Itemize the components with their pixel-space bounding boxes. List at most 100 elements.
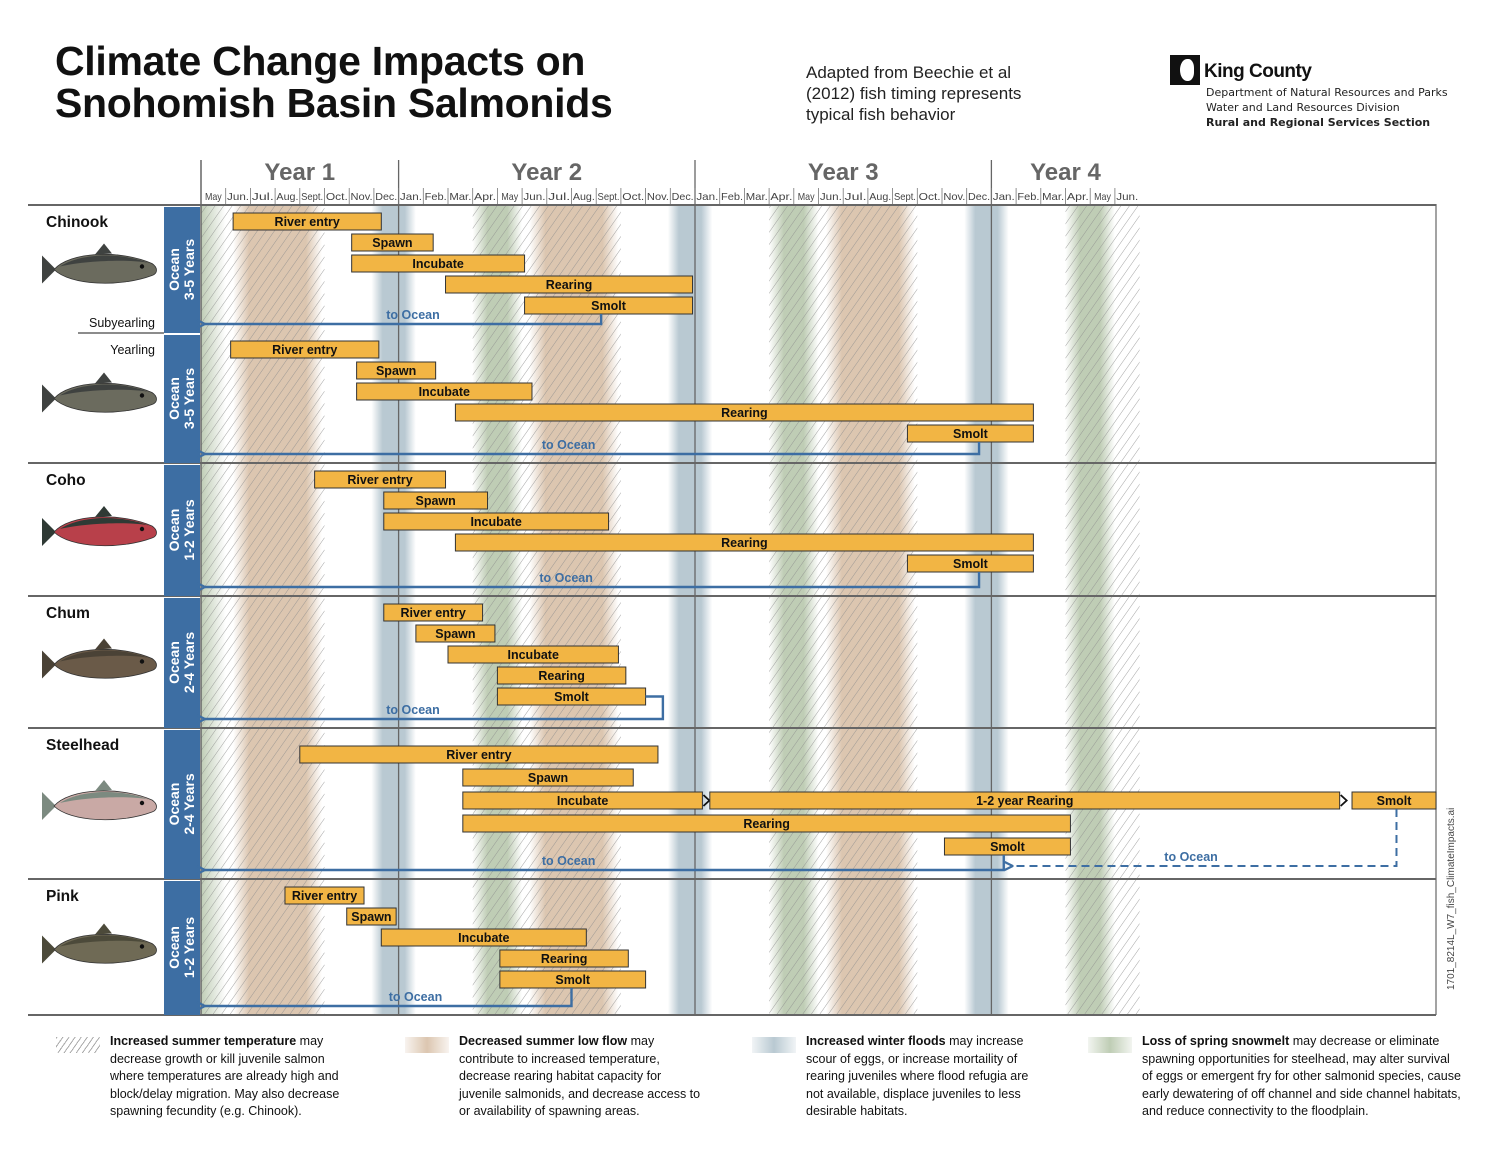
legend-description: may decrease or eliminate spawning oppor… bbox=[1142, 1034, 1461, 1118]
legend-description: may decrease growth or kill juvenile sal… bbox=[110, 1034, 340, 1118]
fish-tail bbox=[42, 792, 56, 820]
lifestage-label: Rearing bbox=[546, 278, 593, 292]
lifestage-bar bbox=[447, 645, 619, 664]
month-label: Jul. bbox=[845, 191, 867, 203]
life-history-label: Yearling bbox=[110, 343, 155, 357]
fish-tail bbox=[42, 935, 56, 964]
fish-tail bbox=[42, 650, 56, 679]
lifestage-bar bbox=[499, 970, 647, 989]
lifestage-bar bbox=[232, 212, 382, 231]
org-department: Department of Natural Resources and Park… bbox=[1206, 86, 1448, 99]
month-label: Nov. bbox=[943, 191, 965, 203]
month-label: Sept. bbox=[598, 191, 620, 203]
lifestage-label: Incubate bbox=[419, 385, 470, 399]
winter-flood-band bbox=[667, 206, 713, 1015]
lifestage-label: Smolt bbox=[990, 840, 1026, 854]
org-name: King County bbox=[1204, 61, 1312, 82]
fish-back bbox=[60, 935, 150, 947]
month-label: May bbox=[798, 191, 815, 203]
chinook-fish-icon bbox=[42, 243, 157, 284]
ocean-duration-label: Ocean2-4 Years bbox=[166, 773, 197, 834]
ocean-duration-band bbox=[164, 207, 200, 333]
lifestage-bar bbox=[462, 768, 634, 787]
source-note-line: Adapted from Beechie et al bbox=[806, 63, 1012, 82]
lifestage-label: Rearing bbox=[743, 817, 790, 831]
file-id: 1701_8214L_W7_fish_ClimateImpacts.ai bbox=[1446, 807, 1457, 990]
month-label: Oct. bbox=[326, 191, 348, 203]
month-label: Sept. bbox=[301, 191, 323, 203]
lifestage-label: Spawn bbox=[416, 494, 456, 508]
ocean-duration-band bbox=[164, 598, 200, 728]
month-label: Apr. bbox=[474, 191, 496, 203]
lifestage-label: Smolt bbox=[591, 299, 627, 313]
year-label: Year 3 bbox=[808, 159, 879, 186]
lifestage-label: Incubate bbox=[470, 515, 521, 529]
lifestage-label: Incubate bbox=[458, 931, 509, 945]
ocean-duration-label: Ocean3-5 Years bbox=[166, 239, 197, 300]
to-ocean-arrow bbox=[205, 442, 981, 454]
to-ocean-label: to Ocean bbox=[386, 703, 440, 717]
lifestage-label: Spawn bbox=[528, 771, 568, 785]
month-label: Dec. bbox=[968, 191, 990, 203]
lifestage-bar bbox=[351, 254, 526, 273]
species-rows: Chinook Ocean3-5 Years Subyearling River en… bbox=[28, 207, 1437, 1016]
ocean-duration-label: Ocean1-2 Years bbox=[166, 499, 197, 560]
lifestage-label: Rearing bbox=[721, 406, 768, 420]
life-history-label: Subyearling bbox=[89, 316, 155, 330]
month-label: Jun. bbox=[1116, 191, 1138, 203]
lifestage-label: Incubate bbox=[412, 257, 463, 271]
legend-text: Increased summer temperature may decreas… bbox=[110, 1033, 355, 1121]
legend-text: Loss of spring snowmelt may decrease or … bbox=[1142, 1033, 1462, 1121]
month-label: Apr. bbox=[770, 191, 792, 203]
lifestage-bar bbox=[380, 928, 587, 947]
month-label: Feb. bbox=[425, 191, 447, 203]
to-ocean-label: to Ocean bbox=[542, 438, 596, 452]
ocean-duration-band bbox=[164, 465, 200, 596]
month-label: Nov. bbox=[647, 191, 669, 203]
lifestage-bar bbox=[299, 745, 659, 764]
lifestage-label: Incubate bbox=[557, 794, 608, 808]
source-note-line: typical fish behavior bbox=[806, 105, 956, 124]
fish-tail bbox=[42, 384, 56, 413]
to-ocean-label: to Ocean bbox=[389, 990, 443, 1004]
lifestage-bar bbox=[445, 275, 694, 294]
ocean-duration-label: Ocean3-5 Years bbox=[166, 368, 197, 429]
to-ocean-arrow bbox=[205, 988, 573, 1006]
chum-fish-icon bbox=[42, 638, 157, 679]
lifestage-bar bbox=[383, 603, 484, 622]
lifestage-bar bbox=[462, 814, 1071, 833]
species-subgroup: Ocean2-4 Years River entry Spawn Incubate 1-… bbox=[42, 730, 1437, 879]
species-row-coho: Coho Ocean1-2 Years River entry Spawn Incuba… bbox=[28, 465, 1436, 597]
fish-eye bbox=[139, 393, 145, 398]
lifestage-bar bbox=[906, 424, 1034, 443]
lifestage-bar bbox=[284, 886, 365, 905]
lifestage-label: River entry bbox=[292, 889, 357, 903]
title-line-2: Snohomish Basin Salmonids bbox=[55, 80, 613, 126]
month-label: Aug. bbox=[276, 191, 298, 203]
month-label: Jan. bbox=[400, 191, 422, 203]
lifestage-bar bbox=[346, 907, 397, 926]
lifestage-label: Rearing bbox=[538, 669, 585, 683]
legend-description: may contribute to increased temperature,… bbox=[459, 1034, 701, 1118]
fish-eye bbox=[139, 800, 145, 806]
fish-eye bbox=[139, 264, 145, 269]
species-subgroup: Ocean1-2 Years River entry Spawn Incubate Re… bbox=[42, 465, 1034, 596]
lifestage-bar bbox=[415, 624, 496, 643]
legend-heading: Loss of spring snowmelt bbox=[1142, 1034, 1290, 1048]
to-ocean-label: to Ocean bbox=[539, 571, 593, 585]
month-label: Aug. bbox=[573, 191, 595, 203]
lifestage-bar bbox=[906, 554, 1034, 573]
lifestage-bar bbox=[314, 470, 447, 489]
lifestage-bar bbox=[499, 949, 629, 968]
steelhead-fish-icon bbox=[42, 780, 157, 821]
species-name: Chum bbox=[46, 605, 90, 622]
lifestage-label: Spawn bbox=[376, 364, 416, 378]
month-label: May bbox=[205, 191, 222, 203]
title-line-1: Climate Change Impacts on bbox=[55, 38, 586, 84]
summer-temperature-hatch bbox=[472, 206, 621, 1015]
lifestage-label: River entry bbox=[446, 748, 511, 762]
fish-back bbox=[60, 650, 150, 662]
lifestage-label: 1-2 year Rearing bbox=[976, 794, 1073, 808]
lifestage-bar bbox=[943, 837, 1071, 856]
